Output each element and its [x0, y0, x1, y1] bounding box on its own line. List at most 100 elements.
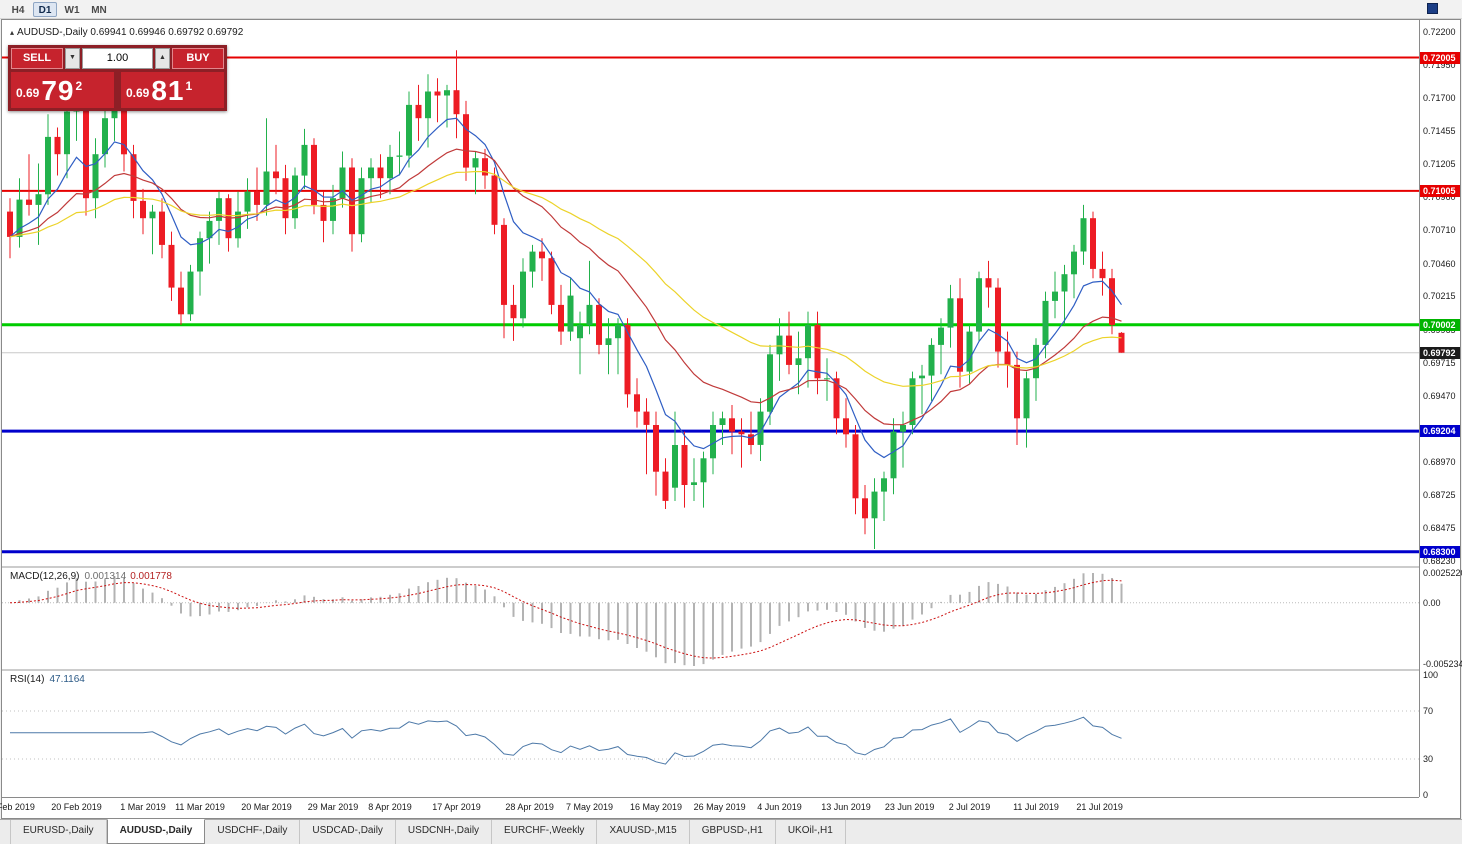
price-tick: 0.71205: [1423, 159, 1456, 170]
price-tick: 0.69470: [1423, 390, 1456, 401]
chart-symbol: AUDUSD-,Daily: [17, 27, 88, 38]
chart-tab-audusddaily[interactable]: AUDUSD-,Daily: [106, 819, 206, 844]
rsi-scale-100: 100: [1423, 670, 1439, 680]
chart-plot[interactable]: ▴ AUDUSD-,Daily 0.69941 0.69946 0.69792 0…: [2, 20, 1419, 797]
date-label: 20 Feb 2019: [51, 802, 102, 812]
price-tick: 0.70960: [1423, 191, 1456, 202]
chart-tab-usdcaddaily[interactable]: USDCAD-,Daily: [300, 820, 396, 844]
volume-increase-button[interactable]: ▲: [155, 48, 170, 69]
price-tick: 0.70460: [1423, 258, 1456, 269]
chart-tab-eurusddaily[interactable]: EURUSD-,Daily: [10, 820, 107, 844]
macd-name: MACD(12,26,9): [10, 571, 80, 582]
date-label: 23 Jun 2019: [884, 802, 935, 812]
sell-button[interactable]: SELL: [11, 48, 63, 69]
buy-price-sup: 1: [185, 79, 193, 93]
date-label: 28 Apr 2019: [505, 802, 554, 812]
rsi-name: RSI(14): [10, 674, 45, 685]
price-tick: 0.68725: [1423, 489, 1456, 500]
date-label: 1 Mar 2019: [120, 802, 166, 812]
timeframe-toolbar: H4 D1 W1 MN: [0, 0, 1462, 19]
rsi-line: [10, 716, 1122, 765]
price-tag-0.69792: 0.69792: [1420, 346, 1460, 359]
volume-input[interactable]: 1.00: [82, 48, 153, 69]
candles: [7, 50, 1125, 549]
date-label: 2 Jul 2019: [948, 802, 991, 812]
price-tick: 0.68230: [1423, 556, 1456, 566]
chart-tab-ukoilh1[interactable]: UKOil-,H1: [776, 820, 846, 844]
price-tick: 0.68970: [1423, 457, 1456, 468]
date-label: 11 Jul 2019: [1013, 802, 1059, 812]
macd-histogram: [18, 573, 1123, 666]
macd-scale-zero: 0.00: [1423, 597, 1441, 608]
date-label: 29 Mar 2019: [307, 802, 359, 812]
one-click-trading-panel: SELL ▼ 1.00 ▲ BUY 0.69 79 2 0.69 81 1: [8, 45, 227, 111]
macd-scale-max: 0.0025220: [1423, 568, 1462, 578]
rsi-label: RSI(14) 47.1164: [10, 674, 85, 685]
price-tick: 0.68475: [1423, 523, 1456, 534]
timeframe-button-h4[interactable]: H4: [11, 4, 25, 16]
timeframe-button-w1[interactable]: W1: [64, 4, 80, 16]
price-tick: 0.71700: [1423, 93, 1456, 104]
price-tick: 0.72200: [1423, 26, 1456, 37]
chart-canvas[interactable]: [2, 20, 1419, 797]
sell-price-prefix: 0.69: [16, 86, 40, 100]
rsi-scale-0: 0: [1423, 790, 1429, 800]
rsi-value: 47.1164: [49, 674, 85, 685]
timeframe-bar: H4 D1 W1 MN: [6, 1, 111, 17]
rsi-scale-70: 70: [1423, 706, 1434, 716]
ma-line-8: [9, 117, 1122, 459]
chart-tab-xauusdm15[interactable]: XAUUSD-,M15: [597, 820, 690, 844]
sell-price-sup: 2: [75, 79, 83, 93]
date-label: 20 Mar 2019: [241, 802, 292, 812]
price-tag-0.70002: 0.70002: [1420, 318, 1460, 331]
date-label: 16 May 2019: [629, 802, 683, 812]
ma-line-40: [9, 170, 1122, 387]
date-label: 17 Apr 2019: [432, 802, 481, 812]
chart-window: ▴ AUDUSD-,Daily 0.69941 0.69946 0.69792 0…: [0, 19, 1462, 819]
chart-tab-usdcnhdaily[interactable]: USDCNH-,Daily: [396, 820, 493, 844]
timeframe-button-d1[interactable]: D1: [33, 1, 57, 17]
macd-label: MACD(12,26,9) 0.001314 0.001778: [10, 571, 172, 582]
price-tick: 0.69715: [1423, 357, 1456, 368]
price-scale[interactable]: 0.72200 0.71950 0.71700 0.71455 0.71205 0.709…: [1419, 20, 1462, 800]
macd-value-signal: 0.001778: [130, 571, 172, 582]
price-tag-0.69204: 0.69204: [1420, 425, 1460, 438]
price-tick: 0.71455: [1423, 125, 1456, 136]
volume-decrease-button[interactable]: ▼: [65, 48, 80, 69]
price-tag-0.68300: 0.68300: [1420, 545, 1460, 558]
macd-value-main: 0.001314: [84, 571, 127, 582]
price-tag-0.71005: 0.71005: [1420, 184, 1460, 197]
macd-scale-min: -0.0052340: [1423, 659, 1462, 669]
sell-price-big: 79: [41, 75, 75, 106]
date-label: 4 Jun 2019: [757, 802, 802, 812]
date-axis[interactable]: 11 Feb 2019 20 Feb 2019 1 Mar 2019 11 Mar 2…: [0, 797, 1419, 818]
rsi-scale-30: 30: [1423, 754, 1434, 764]
buy-button[interactable]: BUY: [172, 48, 224, 69]
chart-tabs-bar: EURUSD-,Daily AUDUSD-,Daily USDCHF-,Daily U…: [0, 819, 1462, 844]
macd-signal-line: [9, 579, 1122, 659]
chart-ohlc-values: 0.69941 0.69946 0.69792 0.69792: [90, 27, 244, 38]
sell-price-display[interactable]: 0.69 79 2: [11, 72, 114, 108]
date-label: 11 Mar 2019: [175, 802, 225, 812]
chart-title: ▴ AUDUSD-,Daily 0.69941 0.69946 0.69792 0…: [10, 27, 243, 38]
ma-line-20: [9, 148, 1122, 426]
price-tag-0.72005: 0.72005: [1420, 51, 1460, 64]
date-label: 26 May 2019: [693, 802, 746, 812]
timeframe-button-mn[interactable]: MN: [91, 4, 107, 16]
date-label: 13 Jun 2019: [821, 802, 871, 812]
chart-tab-usdchfdaily[interactable]: USDCHF-,Daily: [205, 820, 301, 844]
date-label: 11 Feb 2019: [0, 802, 35, 812]
collapse-icon[interactable]: ▴: [10, 28, 15, 37]
price-tick: 0.71950: [1423, 59, 1456, 70]
buy-price-big: 81: [151, 75, 185, 106]
price-tick: 0.70710: [1423, 225, 1456, 236]
chart-tab-eurchfweekly[interactable]: EURCHF-,Weekly: [492, 820, 598, 844]
buy-price-display[interactable]: 0.69 81 1: [121, 72, 224, 108]
date-label: 7 May 2019: [565, 802, 614, 812]
date-label: 21 Jul 2019: [1076, 802, 1123, 812]
date-label: 8 Apr 2019: [368, 802, 412, 812]
chart-tab-gbpusdh1[interactable]: GBPUSD-,H1: [690, 820, 776, 844]
buy-price-prefix: 0.69: [126, 86, 150, 100]
window-icon[interactable]: [1427, 3, 1438, 14]
